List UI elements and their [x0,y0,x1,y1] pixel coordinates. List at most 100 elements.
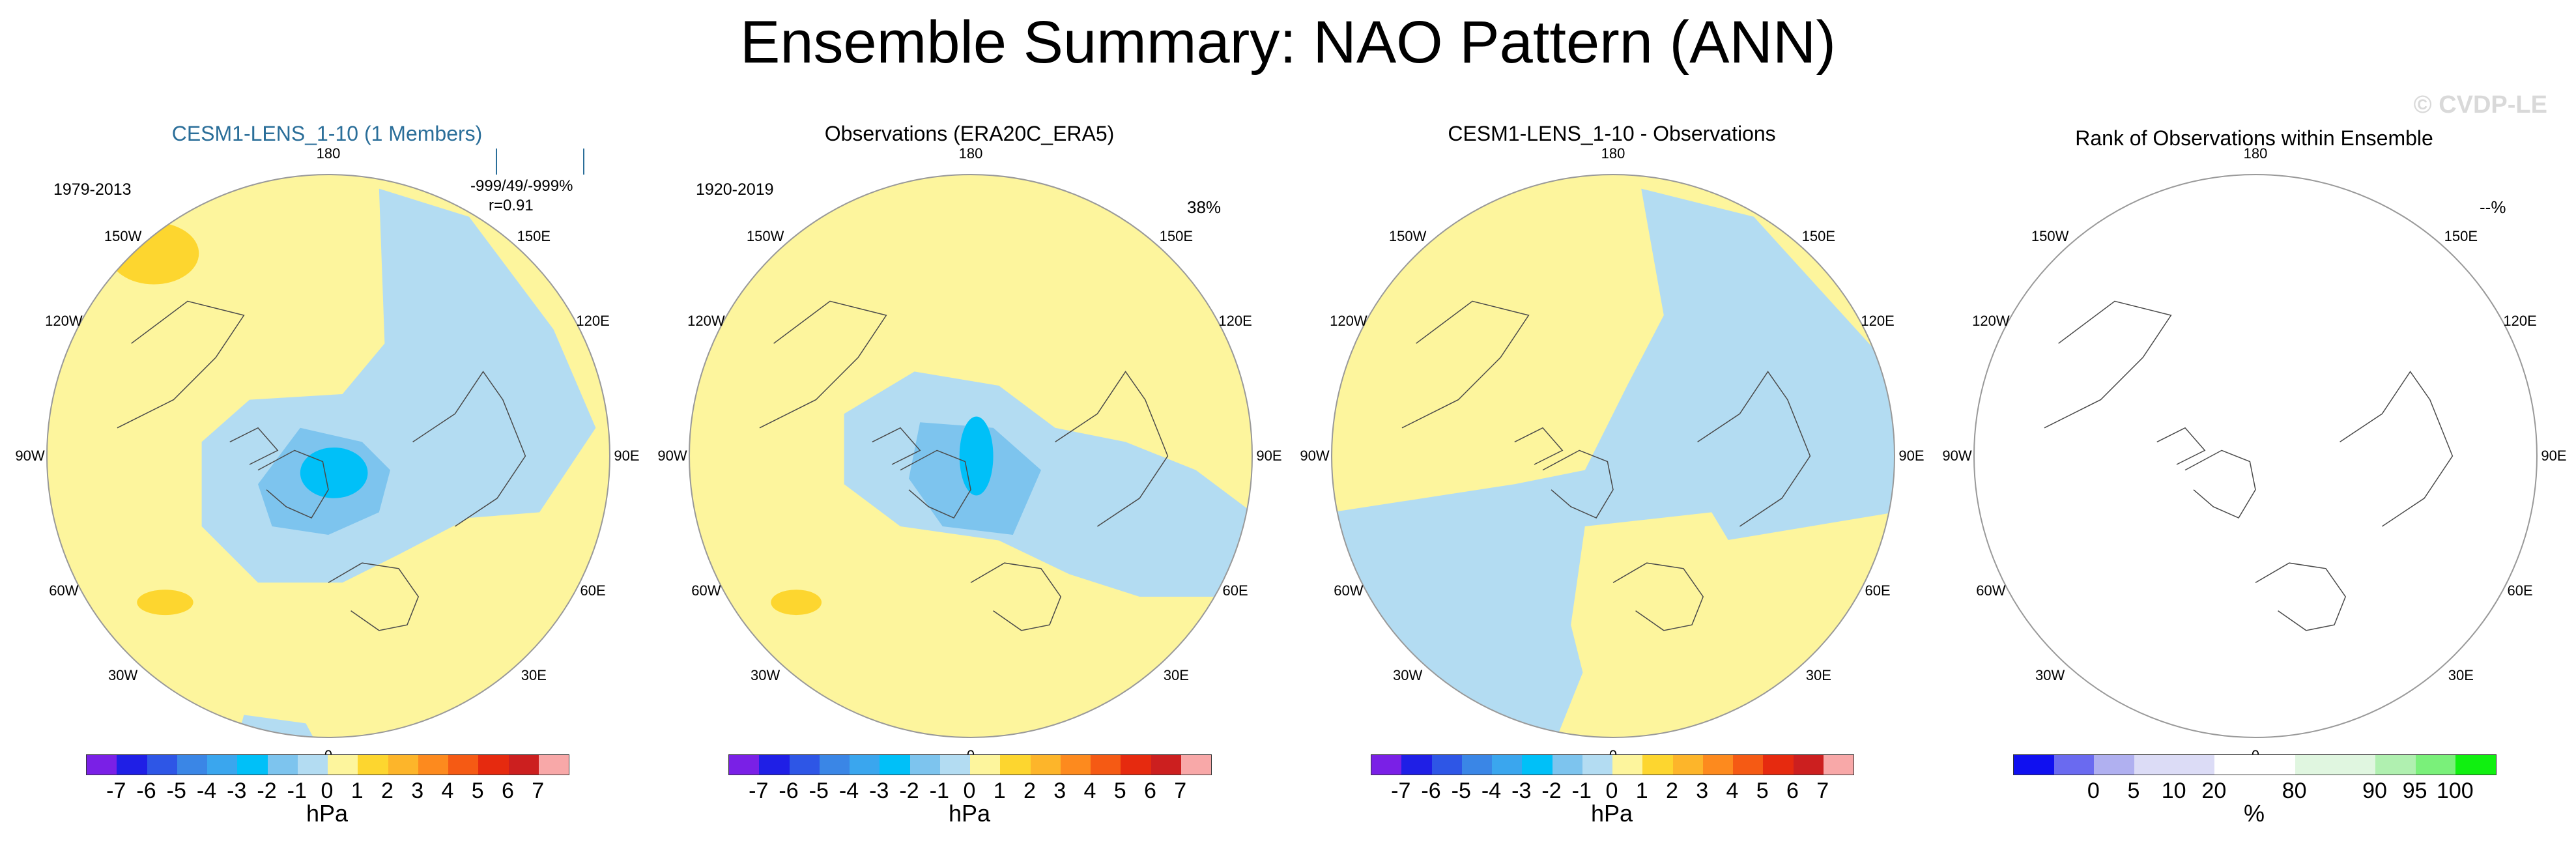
colorbar-1-swatch [177,755,207,775]
colorbar-4-swatch [2094,755,2135,775]
colorbar-2-tick: 1 [993,778,1006,803]
map-2-lon-label-upper_right: 150E [1159,228,1194,245]
colorbar-2-tick: 5 [1113,778,1126,803]
colorbar-3-swatch [1642,755,1673,775]
map-3 [1331,174,1895,738]
colorbar-3-tick: 1 [1635,778,1648,803]
colorbar-2-swatch [1121,755,1151,775]
colorbar-3-tick: -5 [1451,778,1471,803]
panel-1-period: 1979-2013 [53,180,132,199]
colorbar-1-units: hPa [306,800,349,827]
colorbar-3-tick: 3 [1696,778,1709,803]
map-3-lon-label-right: 90E [1898,448,1925,464]
map-4-lon-label-lower_left: 30W [2035,666,2065,683]
colorbar-3-tick: 2 [1666,778,1678,803]
map-4-lon-label-upper_right: 150E [2444,228,2478,245]
colorbar-1-tick: -2 [257,778,277,803]
map-2-lon-label-lower_left: 30W [751,666,780,683]
colorbar-2-tick: 2 [1023,778,1036,803]
colorbar-2-tick: -7 [749,778,769,803]
panel-4-title: Rank of Observations within Ensemble [2075,126,2433,150]
colorbar-4-tick: 80 [2282,778,2307,803]
colorbar-4-tick: 100 [2436,778,2474,803]
colorbar-1-swatch [147,755,177,775]
colorbar-panel-3 [1371,754,1854,775]
map-2-lon-label-right: 90E [1256,448,1282,464]
colorbar-3-tick: 4 [1726,778,1739,803]
colorbar-2-units: hPa [948,800,991,827]
colorbar-3-swatch [1371,755,1402,775]
colorbar-1-tick: -1 [287,778,307,803]
colorbar-2-swatch [1060,755,1091,775]
colorbar-3-tick: 5 [1756,778,1769,803]
map-3-lon-label-right_upper: 120E [1861,312,1895,329]
colorbar-4-tick: 95 [2402,778,2427,803]
map-1-lon-label-upper_left: 150W [104,228,142,245]
colorbar-panel-2 [728,754,1212,775]
colorbar-1-swatch [207,755,238,775]
colorbar-1-tick: 1 [351,778,364,803]
colorbar-4-units: % [2243,800,2265,827]
map-4-lon-label-lower_right: 30E [2448,666,2474,683]
map-1-shading [47,175,610,737]
colorbar-4-swatch [2134,755,2175,775]
colorbar-3-tick: -7 [1391,778,1411,803]
colorbar-2-swatch [1181,755,1211,775]
colorbar-4-tick: 10 [2161,778,2186,803]
colorbar-2-tick: -5 [809,778,829,803]
panel-3-title: CESM1-LENS_1-10 - Observations [1448,122,1776,145]
colorbar-1-tick: 7 [532,778,545,803]
map-1-lon-label-left_lower: 60W [49,582,79,599]
colorbar-4-swatch [2295,755,2336,775]
colorbar-4-swatch [2174,755,2215,775]
colorbar-1-tick: 6 [502,778,514,803]
colorbar-1-swatch [237,755,268,775]
panel-2-percent: 38% [1187,197,1222,217]
map-2-lon-label-left: 90W [657,448,687,464]
colorbar-2-tick: 3 [1053,778,1066,803]
map-1-lon-label-lower_left: 30W [108,666,138,683]
map-1-lon-label-right_upper: 120E [576,312,610,329]
colorbar-2-swatch [1091,755,1121,775]
colorbar-3-swatch [1492,755,1523,775]
panel-2-title: Observations (ERA20C_ERA5) [824,122,1115,145]
watermark: © CVDP-LE [2413,91,2547,119]
map-2 [689,174,1253,738]
colorbar-2-swatch [970,755,1001,775]
colorbar-1-swatch [418,755,448,775]
colorbar-4-tick: 0 [2087,778,2100,803]
map-4 [1973,174,2538,738]
colorbar-1-swatch [297,755,328,775]
map-2-lon-label-right_lower: 60E [1222,582,1248,599]
map-3-lon-label-left: 90W [1300,448,1330,464]
map-4-lon-label-upper_left: 150W [2031,228,2069,245]
colorbar-1-swatch [87,755,117,775]
map-2-lon-label-left_upper: 120W [687,312,725,329]
colorbar-1-tick: -4 [196,778,217,803]
colorbar-2-tick: 0 [963,778,976,803]
colorbar-3-tick: -2 [1541,778,1562,803]
panel-4-percent: --% [2480,197,2506,217]
map-3-lon-label-top: 180 [1601,145,1625,162]
map-4-lon-label-right_lower: 60E [2507,582,2533,599]
colorbar-2-swatch [909,755,940,775]
colorbar-2-swatch [1151,755,1181,775]
colorbar-panel-1 [86,754,569,775]
map-1-lon-label-upper_right: 150E [517,228,551,245]
map-4-lon-label-left: 90W [1942,448,1972,464]
map-4-lon-label-left_upper: 120W [1972,312,2010,329]
map-1-border [46,174,610,738]
colorbar-3-swatch [1612,755,1643,775]
colorbar-3-tick: -1 [1571,778,1592,803]
colorbar-2-tick: -6 [779,778,799,803]
map-1-lon-label-right: 90E [614,448,640,464]
colorbar-2-tick: -4 [838,778,859,803]
colorbar-2-swatch [759,755,790,775]
colorbar-4-swatch [2214,755,2255,775]
colorbar-4-swatch [2375,755,2416,775]
map-3-shading [1332,175,1895,737]
colorbar-3-tick: 0 [1605,778,1618,803]
colorbar-3-tick: -4 [1481,778,1502,803]
map-1-lon-label-top: 180 [316,145,341,162]
